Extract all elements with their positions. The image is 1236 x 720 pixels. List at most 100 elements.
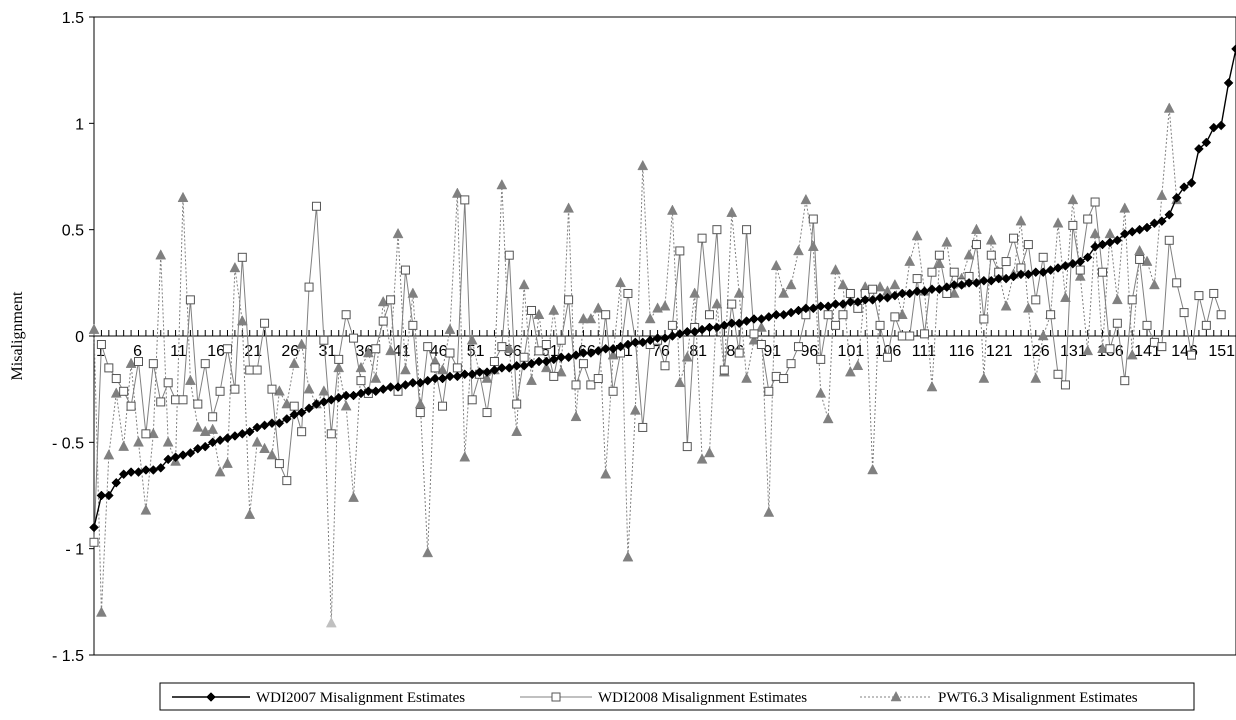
data-point (513, 400, 521, 408)
x-tick-label: 36 (356, 343, 374, 360)
data-point (869, 285, 877, 293)
data-point (579, 360, 587, 368)
data-point (713, 226, 721, 234)
data-point (201, 360, 209, 368)
data-point (312, 202, 320, 210)
data-point (609, 387, 617, 395)
data-point (1180, 309, 1188, 317)
data-point (172, 396, 180, 404)
data-point (720, 366, 728, 374)
data-point (1188, 351, 1196, 359)
data-point (1106, 345, 1114, 353)
data-point (809, 215, 817, 223)
data-point (290, 402, 298, 410)
data-point (127, 402, 135, 410)
data-point (987, 251, 995, 259)
data-point (1076, 266, 1084, 274)
data-point (112, 375, 120, 383)
x-tick-label: 111 (912, 343, 936, 360)
x-tick-label: 91 (763, 343, 781, 360)
data-point (468, 396, 476, 404)
data-point (743, 226, 751, 234)
legend-label: WDI2007 Misalignment Estimates (256, 690, 465, 706)
data-point (780, 375, 788, 383)
data-point (928, 268, 936, 276)
data-point (883, 353, 891, 361)
data-point (350, 334, 358, 342)
data-point (186, 296, 194, 304)
data-point (1165, 236, 1173, 244)
data-point (668, 321, 676, 329)
x-tick-label: 31 (318, 343, 336, 360)
data-point (1150, 338, 1158, 346)
data-point (1202, 321, 1210, 329)
y-axis: - 1.5- 1- 0.500.511.5 (52, 10, 94, 665)
data-point (728, 300, 736, 308)
data-point (1091, 198, 1099, 206)
y-tick-label: - 1 (65, 542, 84, 559)
data-point (1039, 253, 1047, 261)
legend-label: WDI2008 Misalignment Estimates (598, 690, 807, 706)
data-point (1024, 241, 1032, 249)
y-tick-label: 0.5 (62, 223, 84, 240)
data-point (505, 251, 513, 259)
data-point (461, 196, 469, 204)
data-point (431, 364, 439, 372)
data-point (676, 247, 684, 255)
data-point (372, 345, 380, 353)
data-point (134, 358, 142, 366)
legend-label: PWT6.3 Misalignment Estimates (938, 690, 1138, 706)
data-point (550, 372, 558, 380)
data-point (179, 396, 187, 404)
data-point (238, 253, 246, 261)
x-tick-label: 46 (430, 343, 448, 360)
x-tick-label: 151 (1208, 343, 1235, 360)
data-point (1099, 268, 1107, 276)
data-point (253, 366, 261, 374)
data-point (824, 311, 832, 319)
data-point (1047, 311, 1055, 319)
x-tick-label: 101 (838, 343, 865, 360)
data-point (498, 343, 506, 351)
data-point (327, 430, 335, 438)
y-tick-label: 1 (75, 116, 84, 133)
data-point (424, 343, 432, 351)
data-point (587, 381, 595, 389)
data-point (921, 330, 929, 338)
data-point (216, 387, 224, 395)
data-point (772, 372, 780, 380)
data-point (105, 364, 113, 372)
data-point (401, 266, 409, 274)
data-point (735, 349, 743, 357)
data-point (1002, 258, 1010, 266)
data-point (1136, 255, 1144, 263)
data-point (972, 241, 980, 249)
data-point (750, 330, 758, 338)
data-point (305, 283, 313, 291)
data-point (787, 360, 795, 368)
data-point (794, 343, 802, 351)
x-tick-label: 81 (689, 343, 707, 360)
data-point (891, 313, 899, 321)
data-point (1032, 296, 1040, 304)
data-point (120, 387, 128, 395)
data-point (223, 345, 231, 353)
y-axis-title: Misalignment (9, 291, 26, 380)
data-point (565, 296, 573, 304)
data-point (639, 423, 647, 431)
data-point (906, 332, 914, 340)
data-point (1195, 292, 1203, 300)
data-point (275, 460, 283, 468)
data-point (624, 289, 632, 297)
x-tick-label: 16 (207, 343, 225, 360)
data-point (379, 317, 387, 325)
x-tick-label: 51 (467, 343, 485, 360)
x-tick-label: 121 (986, 343, 1013, 360)
data-point (1210, 289, 1218, 297)
data-point (542, 341, 550, 349)
y-tick-label: - 0.5 (52, 435, 84, 452)
y-tick-label: 1.5 (62, 10, 84, 27)
data-point (950, 268, 958, 276)
data-point (97, 341, 105, 349)
data-point (142, 430, 150, 438)
